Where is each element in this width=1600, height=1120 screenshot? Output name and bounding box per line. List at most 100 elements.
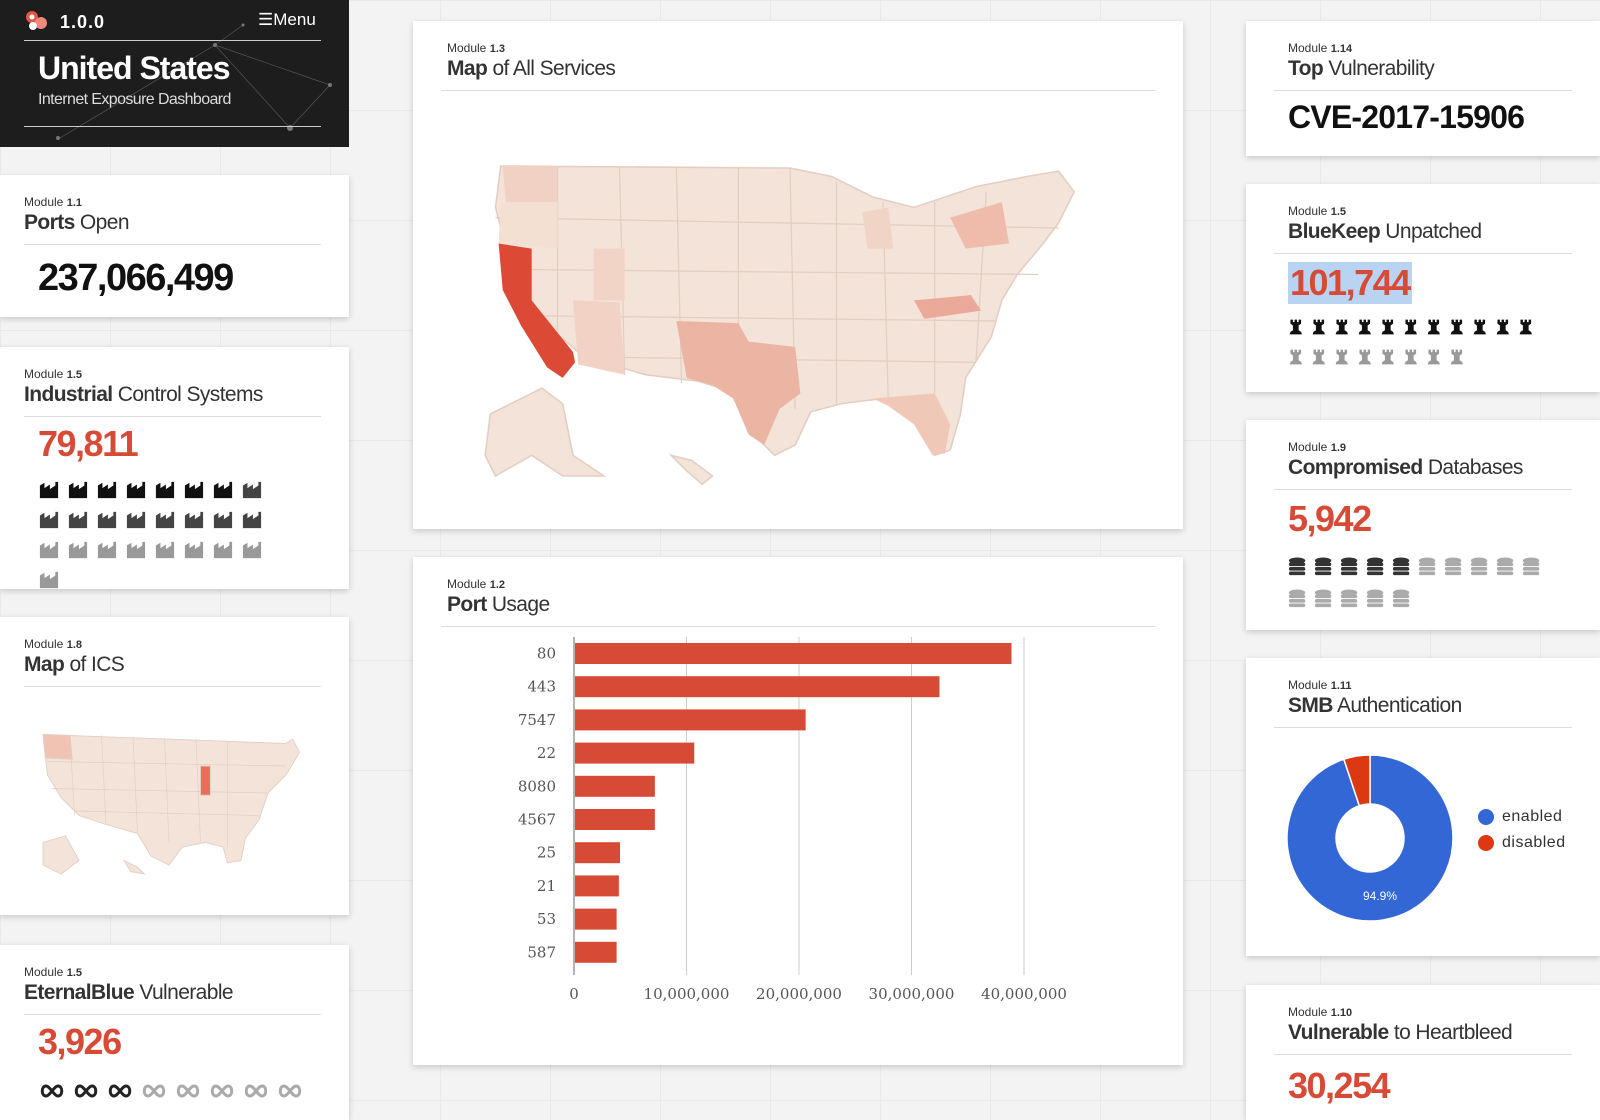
rook-icon xyxy=(1289,319,1302,335)
x-tick-label: 10,000,000 xyxy=(644,985,730,1003)
factory-icon xyxy=(155,511,175,529)
infinity-icon xyxy=(40,1084,64,1098)
slice-disabled[interactable] xyxy=(1342,754,1371,807)
version-label: 1.0.0 xyxy=(60,12,106,32)
legend-swatch xyxy=(1478,809,1494,825)
module-label: Module 1.5 xyxy=(1288,204,1346,218)
module-label: Module 1.5 xyxy=(24,965,82,979)
y-category-label: 25 xyxy=(537,844,556,862)
legend-item-disabled[interactable]: disabled xyxy=(1478,834,1566,852)
database-icon xyxy=(1314,589,1332,608)
module-label: Module 1.9 xyxy=(1288,440,1346,454)
factory-icon xyxy=(126,511,146,529)
module-label: Module 1.14 xyxy=(1288,41,1353,55)
y-category-label: 8080 xyxy=(518,777,556,795)
bar xyxy=(575,676,940,698)
state-arizona xyxy=(573,300,625,375)
factory-icon xyxy=(97,541,117,559)
database-icon xyxy=(1522,557,1540,576)
smb-donut-chart: 94.9% xyxy=(1286,754,1454,922)
infinity-icon xyxy=(278,1084,302,1098)
ics-us-map xyxy=(42,734,301,875)
database-icon xyxy=(1314,557,1332,576)
bar xyxy=(575,809,655,830)
database-icon xyxy=(1496,557,1514,576)
factory-icon xyxy=(213,481,233,499)
state-hawaii xyxy=(668,453,714,486)
ports-open-value: 237,066,499 xyxy=(38,257,234,299)
eternalblue-value: 3,926 xyxy=(38,1021,122,1062)
module-label: Module 1.10 xyxy=(1288,1005,1353,1019)
factory-icon xyxy=(242,541,262,559)
state-california xyxy=(498,243,576,378)
database-icon xyxy=(1470,557,1488,576)
card-title: SMB Authentication xyxy=(1274,694,1572,728)
rook-icon xyxy=(1427,349,1440,365)
menu-button[interactable]: ☰Menu xyxy=(258,10,316,29)
bluekeep-icon-grid xyxy=(1288,317,1538,367)
y-category-label: 53 xyxy=(537,910,556,928)
heartbleed-card: Module 1.10 Vulnerable to Heartbleed 30,… xyxy=(1246,985,1600,1120)
databases-value: 5,942 xyxy=(1288,498,1372,539)
bar xyxy=(575,875,619,897)
y-category-label: 22 xyxy=(537,744,556,762)
rook-icon xyxy=(1450,349,1463,365)
ports-open-card: Module 1.1 Ports Open 237,066,499 xyxy=(0,175,349,317)
rook-icon xyxy=(1312,319,1325,335)
module-label: Module 1.1 xyxy=(24,195,82,209)
divider xyxy=(24,40,321,41)
legend-item-enabled[interactable]: enabled xyxy=(1478,808,1566,826)
y-category-label: 443 xyxy=(527,678,556,696)
legend-label: enabled xyxy=(1502,808,1563,825)
rook-icon xyxy=(1519,319,1532,335)
rook-icon xyxy=(1404,319,1417,335)
y-category-label: 4567 xyxy=(518,811,556,829)
factory-icon xyxy=(68,481,88,499)
database-icon xyxy=(1366,557,1384,576)
factory-icon xyxy=(126,541,146,559)
card-title: Compromised Databases xyxy=(1274,456,1572,490)
rook-icon xyxy=(1335,319,1348,335)
slice-data-label: 94.9% xyxy=(1363,889,1397,903)
y-category-label: 7547 xyxy=(518,711,556,729)
infinity-icon xyxy=(108,1084,132,1098)
constellation-decoration xyxy=(56,23,332,140)
infinity-icon xyxy=(74,1084,98,1098)
slice-enabled[interactable] xyxy=(1286,754,1454,922)
infinity-icon xyxy=(210,1084,234,1098)
bar xyxy=(575,643,1012,664)
services-us-map xyxy=(484,165,1076,486)
card-title: BlueKeep Unpatched xyxy=(1274,220,1572,254)
factory-icon xyxy=(213,541,233,559)
database-icon xyxy=(1392,589,1410,608)
rook-icon xyxy=(1289,349,1302,365)
card-title: Ports Open xyxy=(24,211,321,245)
legend-label: disabled xyxy=(1502,834,1566,851)
rook-icon xyxy=(1450,319,1463,335)
rook-icon xyxy=(1358,319,1371,335)
y-category-label: 80 xyxy=(537,645,556,663)
module-label: Module 1.11 xyxy=(1288,678,1352,692)
bar xyxy=(575,941,617,963)
page-subtitle: Internet Exposure Dashboard xyxy=(38,91,231,108)
factory-icon xyxy=(242,481,262,499)
database-icon xyxy=(1392,557,1410,576)
database-icon xyxy=(1366,589,1384,608)
bluekeep-card: Module 1.5 BlueKeep Unpatched 101,744 xyxy=(1246,184,1600,392)
module-label: Module 1.8 xyxy=(24,637,82,651)
state-new-york xyxy=(950,202,1010,249)
factory-icon xyxy=(126,481,146,499)
brand-header: 1.0.0 ☰Menu United States Internet Expos… xyxy=(0,0,349,147)
state-washington xyxy=(502,166,558,203)
ics-value: 79,811 xyxy=(38,423,139,464)
map-services-card: Module 1.3 Map of All Services xyxy=(413,21,1183,529)
smb-legend: enabled disabled xyxy=(1478,808,1566,860)
bluekeep-value[interactable]: 101,744 xyxy=(1288,262,1412,304)
y-category-label: 21 xyxy=(537,877,556,895)
card-title: Vulnerable to Heartbleed xyxy=(1274,1021,1572,1055)
infinity-icon xyxy=(142,1084,166,1098)
state-florida xyxy=(872,393,951,456)
database-icon xyxy=(1444,557,1462,576)
x-tick-label: 40,000,000 xyxy=(981,985,1067,1003)
card-title: Map of ICS xyxy=(24,653,321,687)
